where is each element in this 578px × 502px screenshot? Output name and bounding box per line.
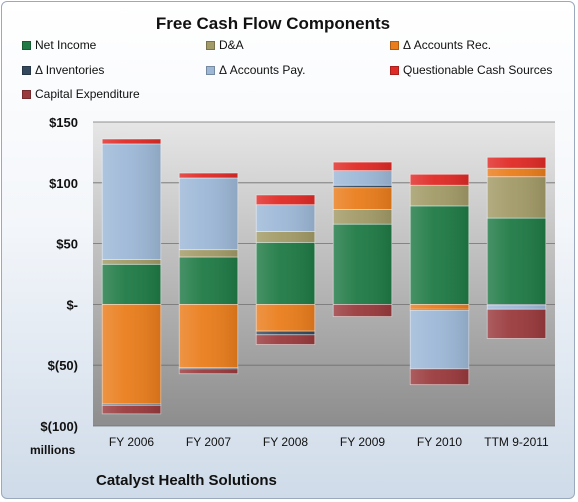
bar-segment-sheen	[487, 309, 546, 339]
bar-segment-sheen	[333, 187, 392, 210]
bar-segment-sheen	[487, 304, 546, 306]
legend-item-questionable-cash: Questionable Cash Sources	[390, 63, 552, 77]
legend-label: Capital Expenditure	[35, 87, 140, 101]
legend-swatch	[22, 66, 31, 75]
legend-item-da: D&A	[206, 38, 244, 52]
x-tick-label: FY 2010	[417, 435, 462, 449]
legend-item-net-income: Net Income	[22, 38, 96, 52]
bar-segment-sheen	[102, 304, 161, 405]
legend-label: D&A	[219, 38, 244, 52]
bar-segment-sheen	[487, 218, 546, 305]
bar-segment-sheen	[179, 177, 238, 250]
bar-segment-sheen	[410, 185, 469, 206]
legend-swatch	[22, 90, 31, 99]
bar-segment-sheen	[487, 157, 546, 169]
x-tick-label: TTM 9-2011	[484, 435, 549, 449]
chart-title: Free Cash Flow Components	[155, 14, 391, 33]
bar-segment-sheen	[102, 139, 161, 144]
legend-swatch	[22, 41, 31, 50]
legend-label: Questionable Cash Sources	[403, 63, 553, 77]
legend-swatch	[390, 41, 399, 50]
y-tick-label: $100	[49, 176, 78, 191]
legend-swatch	[390, 66, 399, 75]
bar-segment-sheen	[333, 162, 392, 171]
legend-swatch	[206, 66, 215, 75]
y-tick-label: $50	[56, 237, 78, 252]
y-axis-ticks: $150 $100 $50 $- $(50) $(100)	[40, 115, 78, 434]
x-tick-label: FY 2008	[263, 435, 308, 449]
bar-segment-sheen	[333, 224, 392, 305]
bar-segment-sheen	[256, 304, 315, 332]
bar-segment-sheen	[256, 204, 315, 232]
bar-segment-sheen	[487, 176, 546, 219]
bar-segment-sheen	[102, 264, 161, 305]
bar-segment-sheen	[102, 405, 161, 414]
legend-swatch	[206, 41, 215, 50]
company-name: Catalyst Health Solutions	[96, 472, 277, 489]
legend-item-capex: Capital Expenditure	[22, 87, 140, 101]
bar-segment-sheen	[179, 173, 238, 178]
bar-segment-sheen	[179, 368, 238, 374]
gridlines	[93, 121, 555, 427]
bar-segment-sheen	[410, 205, 469, 305]
bar-segment-sheen	[179, 249, 238, 257]
legend-item-inventories: Δ Inventories	[22, 63, 104, 77]
legend-label: Δ Inventories	[35, 63, 105, 77]
bar-segment-sheen	[333, 185, 392, 188]
bar-segment-sheen	[410, 304, 469, 310]
bar-segment-sheen	[410, 174, 469, 186]
bar-segment-sheen	[333, 170, 392, 186]
plot-area	[93, 122, 555, 426]
bars	[101, 138, 547, 415]
bar-segment-sheen	[256, 194, 315, 205]
bar-segment-sheen	[256, 331, 315, 335]
bar-segment-sheen	[179, 304, 238, 368]
bar-segment-sheen	[410, 368, 469, 385]
legend-label: Δ Accounts Pay.	[219, 63, 306, 77]
y-tick-label: $(50)	[48, 358, 78, 373]
bar-segment-sheen	[256, 334, 315, 345]
bar-segment-sheen	[333, 304, 392, 317]
bar-segment-sheen	[102, 143, 161, 260]
bar-segment-sheen	[410, 309, 469, 311]
legend-label: Net Income	[35, 38, 97, 52]
x-tick-label: FY 2007	[186, 435, 231, 449]
legend-item-accounts-pay: Δ Accounts Pay.	[206, 63, 306, 77]
bar-segment-sheen	[102, 259, 161, 265]
legend-label: Δ Accounts Rec.	[403, 38, 492, 52]
bar-segment-sheen	[487, 168, 546, 177]
bar-segment-sheen	[410, 310, 469, 369]
y-tick-label: $150	[49, 115, 78, 130]
legend-item-accounts-rec: Δ Accounts Rec.	[390, 38, 491, 52]
x-axis-ticks: FY 2006 FY 2007 FY 2008 FY 2009 FY 2010 TTM 9…	[109, 435, 549, 449]
units-label: millions	[30, 443, 76, 457]
bar-segment-sheen	[179, 367, 238, 369]
y-tick-label: $-	[66, 297, 78, 312]
bar-segment-sheen	[102, 404, 161, 406]
bar-segment-sheen	[487, 305, 546, 310]
y-tick-label: $(100)	[40, 419, 78, 434]
bar-segment-sheen	[179, 256, 238, 305]
x-tick-label: FY 2009	[340, 435, 385, 449]
bar-segment-sheen	[256, 231, 315, 243]
bar-segment-sheen	[333, 209, 392, 225]
bar-segment-sheen	[256, 242, 315, 305]
x-tick-label: FY 2006	[109, 435, 154, 449]
